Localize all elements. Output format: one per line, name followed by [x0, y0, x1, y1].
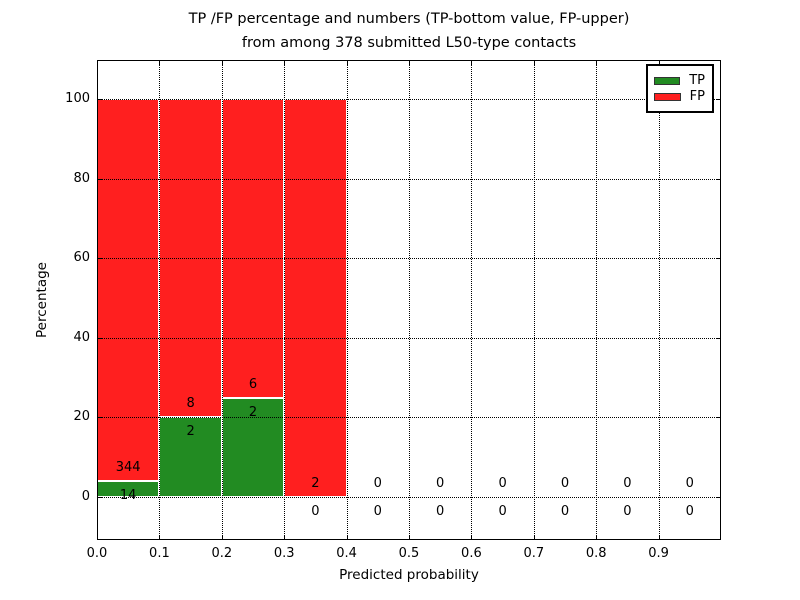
grid-vline — [409, 60, 410, 540]
legend-label-fp: FP — [689, 89, 705, 104]
fp-count-label: 6 — [248, 376, 258, 392]
y-tick-right — [716, 99, 721, 100]
tp-count-label: 0 — [560, 504, 570, 519]
x-tick-top — [284, 60, 286, 65]
x-tick-label: 0.9 — [648, 546, 669, 561]
y-tick-left — [97, 99, 102, 100]
fp-bar-segment — [284, 99, 347, 497]
y-tick-label: 100 — [65, 91, 90, 106]
grid-hline — [97, 337, 721, 339]
x-tick-bottom — [97, 535, 98, 540]
x-tick-top — [533, 60, 535, 65]
fp-bar-segment — [221, 99, 285, 398]
x-tick-label: 0.3 — [273, 546, 295, 561]
x-tick-label: 0.6 — [461, 546, 482, 561]
x-tick-bottom — [658, 535, 660, 540]
y-tick-left — [97, 417, 102, 419]
grid-vline — [471, 60, 473, 540]
x-tick-label: 0.5 — [398, 546, 420, 561]
fp-count-label: 0 — [560, 476, 570, 491]
tp-count-label: 2 — [186, 424, 195, 440]
x-tick-top — [596, 60, 598, 65]
grid-vline — [159, 60, 161, 540]
fp-bar-segment — [97, 99, 160, 482]
grid-vline — [596, 60, 598, 540]
tp-count-label: 0 — [436, 504, 445, 519]
fp-count-label: 0 — [373, 476, 382, 491]
x-tick-label: 0.1 — [149, 546, 170, 561]
x-tick-label: 0.0 — [86, 546, 108, 561]
y-tick-left — [97, 178, 102, 180]
chart-title-line2: from among 378 submitted L50-type contac… — [241, 35, 577, 51]
x-tick-bottom — [596, 535, 598, 540]
x-tick-top — [221, 60, 223, 65]
grid-hline — [97, 258, 721, 260]
fp-count-label: 0 — [498, 476, 507, 491]
x-tick-top — [97, 60, 98, 65]
y-tick-left — [97, 497, 102, 498]
grid-hline — [97, 497, 721, 498]
fp-count-label: 0 — [685, 476, 694, 491]
fp-count-label: 344 — [115, 460, 141, 476]
y-tick-label: 0 — [81, 489, 90, 504]
tp-count-label: 2 — [248, 404, 258, 420]
grid-vline — [221, 60, 223, 540]
fp-count-label: 0 — [436, 476, 445, 491]
tp-count-label: 0 — [498, 504, 507, 519]
grid-hline — [97, 178, 721, 180]
x-tick-top — [159, 60, 161, 65]
tp-count-label: 0 — [685, 504, 694, 519]
y-tick-label: 20 — [73, 409, 90, 425]
y-tick-right — [716, 178, 721, 180]
legend: TP FP — [646, 64, 714, 113]
y-tick-left — [97, 337, 102, 339]
grid-vline — [284, 60, 286, 540]
y-tick-right — [716, 497, 721, 498]
y-tick-label: 80 — [73, 170, 90, 186]
fp-count-label: 2 — [311, 476, 320, 491]
x-tick-top — [346, 60, 348, 65]
grid-vline — [658, 60, 660, 540]
x-tick-bottom — [471, 535, 473, 540]
x-tick-bottom — [409, 535, 410, 540]
x-tick-bottom — [221, 535, 223, 540]
legend-item-fp: FP — [654, 90, 705, 103]
x-tick-top — [471, 60, 473, 65]
x-tick-top — [409, 60, 410, 65]
y-tick-right — [716, 337, 721, 339]
grid-vline — [346, 60, 348, 540]
x-axis-label: Predicted probability — [339, 567, 479, 583]
legend-item-tp: TP — [654, 74, 705, 87]
tp-color-swatch — [654, 76, 681, 85]
x-tick-label: 0.7 — [523, 546, 545, 561]
y-tick-right — [716, 417, 721, 419]
fp-color-swatch — [654, 92, 681, 101]
fp-count-label: 0 — [623, 476, 632, 491]
legend-label-tp: TP — [689, 73, 705, 88]
x-tick-label: 0.8 — [585, 546, 607, 561]
y-tick-left — [97, 258, 102, 260]
x-tick-label: 0.2 — [211, 546, 233, 561]
x-tick-bottom — [533, 535, 535, 540]
chart-title-line1: TP /FP percentage and numbers (TP-bottom… — [188, 11, 630, 27]
grid-hline — [97, 417, 721, 419]
chart-title: TP /FP percentage and numbers (TP-bottom… — [97, 7, 721, 55]
grid-vline — [533, 60, 535, 540]
tp-count-label: 14 — [119, 488, 137, 504]
x-tick-bottom — [346, 535, 348, 540]
tp-count-label: 0 — [311, 504, 320, 519]
x-tick-label: 0.4 — [336, 546, 357, 561]
fp-count-label: 8 — [186, 396, 195, 412]
y-tick-right — [716, 258, 721, 260]
y-tick-label: 40 — [73, 329, 90, 345]
x-tick-bottom — [284, 535, 286, 540]
y-axis-label: Percentage — [34, 262, 50, 338]
x-tick-bottom — [159, 535, 161, 540]
x-tick-top — [658, 60, 660, 65]
tp-count-label: 0 — [623, 504, 632, 519]
y-tick-label: 60 — [73, 250, 90, 266]
tp-count-label: 0 — [373, 504, 382, 519]
grid-hline — [97, 99, 721, 100]
